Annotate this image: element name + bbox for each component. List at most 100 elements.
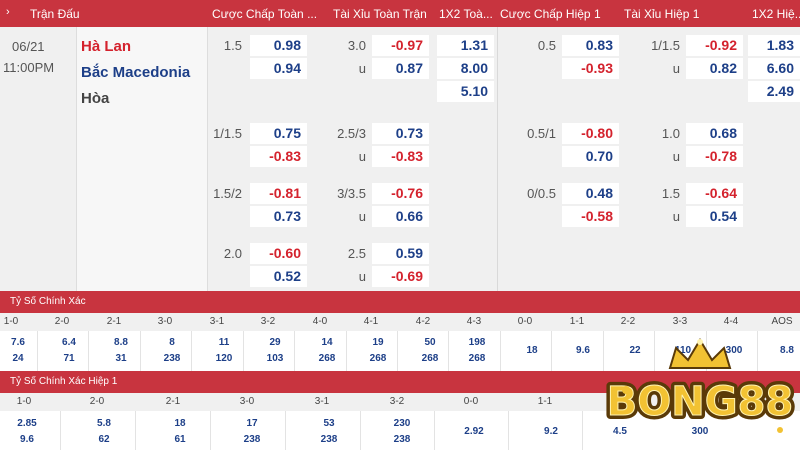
odd-button[interactable]: 0.59 [372, 243, 429, 264]
odd-button[interactable]: 1.83 [748, 35, 800, 56]
odd-button[interactable]: -0.69 [372, 266, 429, 287]
odd-button[interactable]: 0.98 [250, 35, 307, 56]
divider [60, 411, 61, 450]
score-label: 3-0 [239, 396, 255, 407]
divider [397, 331, 398, 371]
score-label: 3-2 [389, 396, 405, 407]
divider [434, 411, 435, 450]
score-odd[interactable]: 238 [163, 353, 181, 364]
col-1x2-full[interactable]: 1X2 Toà... [439, 7, 493, 21]
score-odd[interactable]: 9.2 [544, 426, 558, 437]
odd-button[interactable]: 0.75 [250, 123, 307, 144]
odd-button[interactable]: 5.10 [437, 81, 494, 102]
odd-button[interactable]: -0.64 [686, 183, 743, 204]
score-odd[interactable]: 268 [318, 353, 336, 364]
divider [37, 331, 38, 371]
odd-button[interactable]: -0.76 [372, 183, 429, 204]
odd-button[interactable]: 0.87 [372, 58, 429, 79]
odd-button[interactable]: 0.54 [686, 206, 743, 227]
odd-button[interactable]: 0.48 [562, 183, 619, 204]
odd-button[interactable]: 0.68 [686, 123, 743, 144]
score-odd[interactable]: 238 [393, 434, 411, 445]
odd-button[interactable]: -0.78 [686, 146, 743, 167]
score-odd[interactable]: 9.6 [576, 345, 590, 356]
score-label: 4-3 [466, 316, 482, 327]
odd-button[interactable]: 8.00 [437, 58, 494, 79]
correct-score-h1-heads: 1-0 2-0 2-1 3-0 3-1 3-2 0-0 1-1 [0, 393, 800, 411]
correct-score-heads: 1-0 2-0 2-1 3-0 3-1 3-2 4-0 4-1 4-2 4-3 … [0, 313, 800, 331]
odd-button[interactable]: 0.83 [562, 35, 619, 56]
odd-button[interactable]: 0.94 [250, 58, 307, 79]
score-odd[interactable]: 31 [115, 353, 127, 364]
correct-score-h1-header: Tỷ Số Chính Xác Hiệp 1 [0, 371, 800, 393]
match-date: 06/21 [12, 39, 45, 54]
odd-button[interactable]: 0.70 [562, 146, 619, 167]
score-odd[interactable]: 11 [218, 337, 230, 348]
score-odd[interactable]: 268 [421, 353, 439, 364]
home-team[interactable]: Hà Lan [81, 38, 132, 55]
score-odd[interactable]: 22 [629, 345, 641, 356]
score-odd[interactable]: 110 [674, 345, 692, 356]
score-odd[interactable]: 62 [98, 434, 110, 445]
score-odd[interactable]: 300 [691, 426, 709, 437]
score-odd[interactable]: 6.4 [62, 337, 76, 348]
score-odd[interactable]: 5.8 [97, 418, 111, 429]
odd-button[interactable]: -0.92 [686, 35, 743, 56]
odd-button[interactable]: -0.83 [250, 146, 307, 167]
score-odd[interactable]: 300 [725, 345, 743, 356]
odd-button[interactable]: -0.80 [562, 123, 619, 144]
col-handicap-full[interactable]: Cược Chấp Toàn ... [212, 7, 318, 21]
score-odd[interactable]: 17 [246, 418, 258, 429]
odd-button[interactable]: -0.83 [372, 146, 429, 167]
score-odd[interactable]: 14 [321, 337, 333, 348]
score-odd[interactable]: 268 [468, 353, 486, 364]
odd-button[interactable]: -0.58 [562, 206, 619, 227]
odd-button[interactable]: -0.97 [372, 35, 429, 56]
score-label: 2-2 [620, 316, 636, 327]
handicap-line: 1.5/2 [213, 186, 242, 201]
score-odd[interactable]: 19 [372, 337, 384, 348]
col-ou-h1[interactable]: Tài Xỉu Hiệp 1 [624, 7, 700, 21]
score-odd[interactable]: 53 [323, 418, 335, 429]
score-odd[interactable]: 230 [393, 418, 411, 429]
odd-button[interactable]: -0.93 [562, 58, 619, 79]
score-odd[interactable]: 4.5 [613, 426, 627, 437]
score-odd[interactable]: 238 [243, 434, 261, 445]
odd-button[interactable]: 2.49 [748, 81, 800, 102]
score-odd[interactable]: 8.8 [114, 337, 128, 348]
score-odd[interactable]: 71 [63, 353, 75, 364]
score-odd[interactable]: 120 [215, 353, 233, 364]
odd-button[interactable]: -0.60 [250, 243, 307, 264]
col-handicap-h1[interactable]: Cược Chấp Hiệp 1 [500, 7, 601, 21]
score-odd[interactable]: 61 [174, 434, 186, 445]
score-odd[interactable]: 198 [468, 337, 486, 348]
col-ou-full[interactable]: Tài Xỉu Toàn Trận [333, 7, 427, 21]
score-odd[interactable]: 103 [266, 353, 284, 364]
sparkle-icon [622, 386, 630, 394]
odd-button[interactable]: 0.73 [372, 123, 429, 144]
score-odd[interactable]: 24 [12, 353, 24, 364]
odd-button[interactable]: 0.82 [686, 58, 743, 79]
score-odd[interactable]: 8 [169, 337, 175, 348]
away-team[interactable]: Bắc Macedonia [81, 64, 191, 81]
score-odd[interactable]: 8.8 [780, 345, 794, 356]
score-odd[interactable]: 9.6 [20, 434, 34, 445]
score-odd[interactable]: 29 [269, 337, 281, 348]
score-odd[interactable]: 268 [369, 353, 387, 364]
odd-button[interactable]: 0.73 [250, 206, 307, 227]
table-header: › Trận Đấu Cược Chấp Toàn ... Tài Xỉu To… [0, 0, 800, 27]
score-odd[interactable]: 50 [424, 337, 436, 348]
score-odd[interactable]: 7.6 [11, 337, 25, 348]
score-odd[interactable]: 238 [320, 434, 338, 445]
odd-button[interactable]: 0.66 [372, 206, 429, 227]
odd-button[interactable]: -0.81 [250, 183, 307, 204]
odd-button[interactable]: 0.52 [250, 266, 307, 287]
col-1x2-h1[interactable]: 1X2 Hiệ... [752, 7, 800, 21]
score-odd[interactable]: 2.85 [17, 418, 37, 429]
odd-button[interactable]: 6.60 [748, 58, 800, 79]
score-odd[interactable]: 18 [174, 418, 186, 429]
score-odd[interactable]: 18 [526, 345, 538, 356]
odd-button[interactable]: 1.31 [437, 35, 494, 56]
score-odd[interactable]: 2.92 [464, 426, 484, 437]
expand-chevron-icon[interactable]: › [6, 6, 10, 18]
